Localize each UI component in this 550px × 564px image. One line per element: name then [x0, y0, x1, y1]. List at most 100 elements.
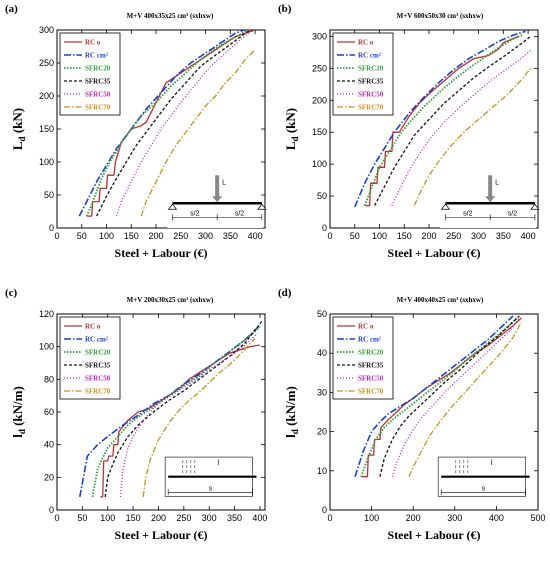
diagram-bg: [440, 200, 536, 228]
series-line-sfrc70: [142, 338, 256, 497]
legend: RC o RC cm² SFRC20 SFRC35 SFRC50 SFRC70: [59, 316, 121, 400]
legend-entry: SFRC50: [358, 91, 384, 99]
series-line-rc-cm-: [354, 30, 526, 208]
series-line-sfrc35: [379, 315, 520, 477]
y-tick-label: 200: [39, 91, 54, 101]
x-tick-label: 400: [252, 513, 267, 523]
y-axis-label: Ld (kN): [283, 108, 300, 150]
x-axis-label: Steel + Labour (€): [388, 246, 481, 260]
y-tick-label: 20: [44, 472, 54, 482]
legend-box: [59, 316, 121, 400]
y-tick-label: 50: [44, 190, 54, 200]
support-right: [530, 203, 540, 210]
y-tick-label: 150: [39, 124, 54, 134]
series-group: [79, 320, 264, 498]
series-line-sfrc50: [391, 49, 532, 206]
legend-entry: RC cm²: [85, 52, 108, 60]
y-axis-label: ld (kN/m): [10, 386, 27, 438]
panel-letter: (b): [278, 3, 292, 15]
legend-entry: SFRC35: [85, 362, 111, 370]
legend-entry: SFRC35: [358, 362, 384, 370]
x-tick-label: 300: [471, 231, 486, 241]
legend-box: [332, 32, 394, 116]
x-tick-label: 200: [149, 231, 164, 241]
y-tick-label: 100: [312, 159, 327, 169]
legend-box: [332, 316, 394, 400]
legend: RC o RC cm² SFRC20 SFRC35 SFRC50 SFRC70: [332, 32, 394, 116]
x-axis-label: Steel + Labour (€): [115, 528, 208, 542]
load-label: l: [491, 460, 493, 467]
legend-entry: SFRC20: [85, 349, 111, 357]
legend: RC o RC cm² SFRC20 SFRC35 SFRC50 SFRC70: [59, 32, 121, 116]
x-tick-label: 350: [496, 231, 511, 241]
panel-letter: (d): [278, 287, 292, 299]
chart-panel-1: (a) M+V 400x35x25 cm³ (sxhxw) 0 50 100 150 200…: [5, 3, 267, 260]
legend-entry: SFRC50: [358, 375, 384, 383]
chart-panel-3: (c)M+V 200x30x25 cm³ (sxhxw)0 50 100 150 200…: [5, 287, 267, 542]
span-label: s/2: [190, 210, 199, 217]
support-left: [167, 203, 178, 210]
legend-entry: SFRC20: [85, 65, 111, 73]
legend-entry: SFRC35: [85, 78, 111, 86]
series-line-sfrc70: [408, 321, 522, 477]
y-tick-label: 10: [317, 466, 327, 476]
span-label: s: [482, 485, 486, 492]
chart-panel-4: (d)M+V 400x40x25 cm³ (sxhxw)0 100 200 300 40…: [278, 287, 546, 542]
y-tick-label: 40: [317, 348, 327, 358]
y-tick-label: 0: [322, 505, 327, 515]
x-tick-label: 250: [446, 231, 461, 241]
plot-frame: [329, 313, 539, 511]
span-label: s: [209, 485, 213, 492]
series-line-sfrc20: [363, 33, 524, 206]
x-tick-label: 100: [100, 513, 115, 523]
y-axis-label: ld (kN/m): [283, 386, 300, 438]
x-tick-label: 200: [406, 513, 421, 523]
x-tick-label: 300: [198, 231, 213, 241]
y-tick-label: 20: [317, 427, 327, 437]
y-tick-label: 100: [39, 157, 54, 167]
legend-entry: SFRC50: [85, 375, 111, 383]
legend-entry: RC cm²: [358, 52, 381, 60]
chart-title: M+V 400x35x25 cm³ (sxhxw): [127, 12, 214, 20]
y-tick-label: 150: [312, 127, 327, 137]
x-tick-label: 0: [54, 513, 59, 523]
series-line-sfrc50: [115, 30, 254, 217]
y-tick-label: 50: [317, 191, 327, 201]
x-tick-label: 400: [489, 513, 504, 523]
series-line-sfrc70: [140, 49, 256, 217]
x-axis-label: Steel + Labour (€): [388, 528, 481, 542]
series-line-sfrc35: [104, 320, 264, 497]
legend-entry: RC cm²: [358, 336, 381, 344]
series-line-sfrc20: [91, 326, 261, 498]
x-tick-label: 250: [176, 513, 191, 523]
x-tick-label: 50: [77, 513, 87, 523]
legend-entry: SFRC70: [85, 388, 111, 396]
beam-diagram: ls: [437, 456, 530, 497]
x-tick-label: 0: [54, 231, 59, 241]
x-tick-label: 400: [248, 231, 263, 241]
x-tick-label: 300: [447, 513, 462, 523]
series-line-sfrc35: [96, 30, 252, 217]
series-group: [354, 30, 532, 208]
series-line-rc-cm-: [78, 30, 247, 217]
x-tick-label: 0: [327, 513, 332, 523]
series-line-rc-o: [86, 30, 256, 217]
x-tick-label: 150: [124, 231, 139, 241]
y-tick-label: 0: [49, 505, 54, 515]
x-tick-label: 500: [530, 513, 545, 523]
x-tick-label: 350: [227, 513, 242, 523]
panel-letter: (c): [5, 287, 18, 299]
panel-letter: (a): [5, 3, 18, 15]
x-tick-label: 350: [223, 231, 238, 241]
y-tick-label: 50: [317, 309, 327, 319]
series-line-rc-cm-: [354, 315, 514, 477]
y-axis-label: Ld (kN): [10, 108, 27, 150]
y-tick-label: 200: [312, 95, 327, 105]
y-tick-label: 0: [49, 223, 54, 233]
chart-title: M+V 400x40x25 cm³ (sxhxw): [397, 296, 484, 304]
plot-frame: [329, 29, 539, 229]
x-tick-label: 50: [77, 231, 87, 241]
chart-panel-2: (b) M+V 600x50x30 cm³ (sxhxw) 0 50 100 150 200…: [278, 3, 540, 260]
x-tick-label: 100: [364, 513, 379, 523]
load-label: L: [222, 179, 226, 186]
